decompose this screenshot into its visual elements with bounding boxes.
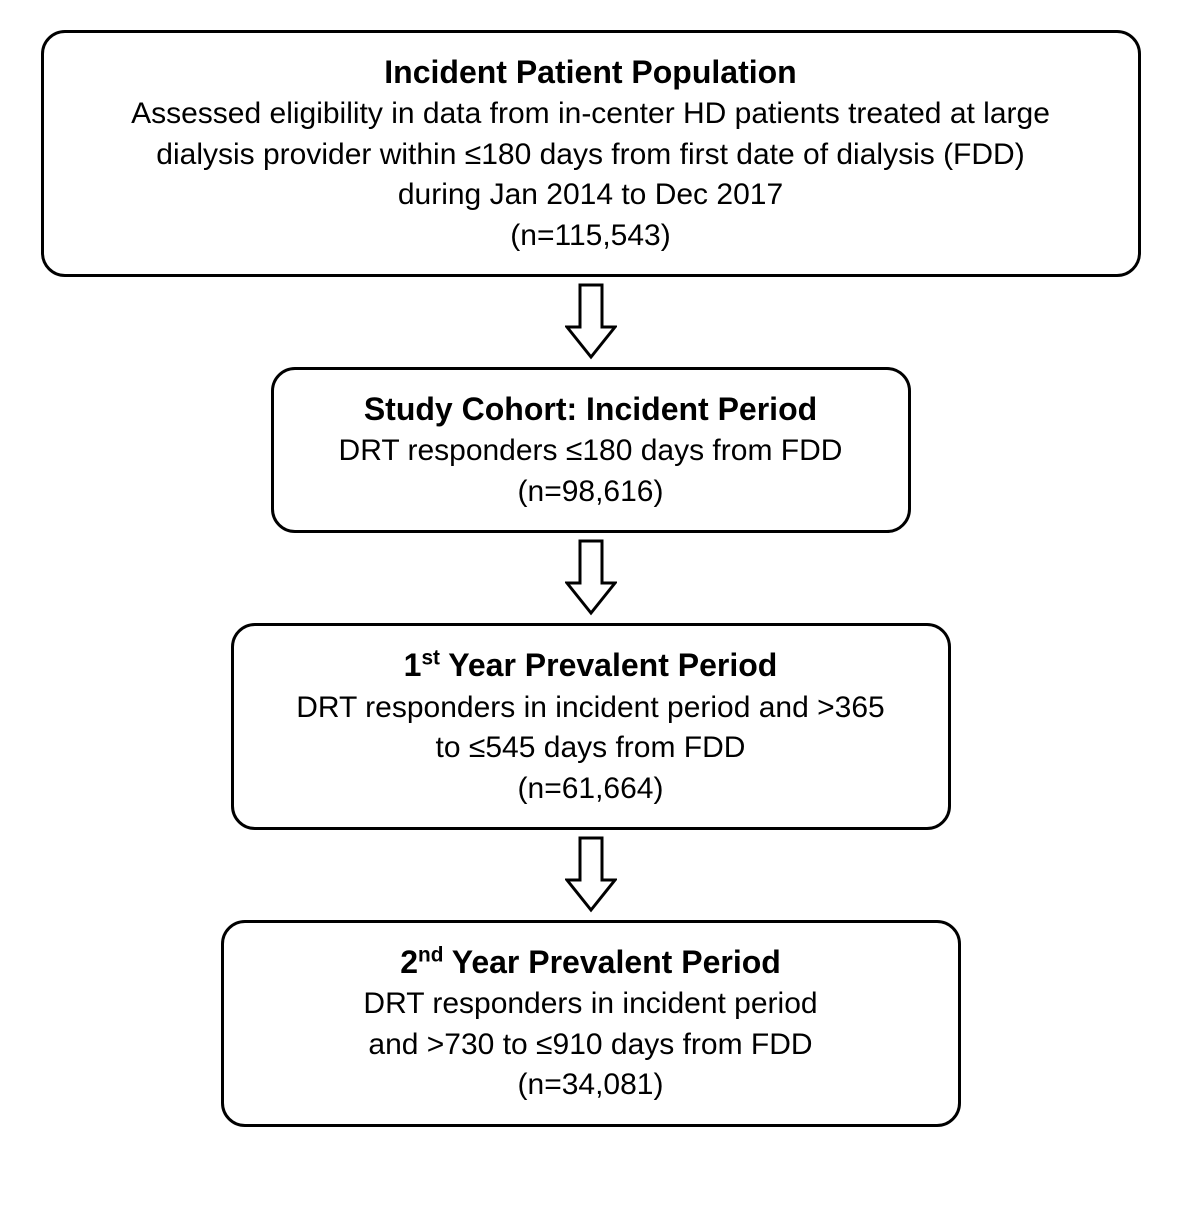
node-year2-prevalent: 2nd Year Prevalent Period DRT responders… <box>221 920 961 1127</box>
node-desc-line: Assessed eligibility in data from in-cen… <box>72 94 1110 135</box>
title-pre: 1 <box>404 647 422 683</box>
node-count: (n=34,081) <box>252 1065 930 1106</box>
node-year1-prevalent: 1st Year Prevalent Period DRT responders… <box>231 623 951 830</box>
node-desc-line: to ≤545 days from FDD <box>262 728 920 769</box>
node-title: 1st Year Prevalent Period <box>262 644 920 687</box>
node-incident-population: Incident Patient Population Assessed eli… <box>41 30 1141 277</box>
node-desc-line: DRT responders ≤180 days from FDD <box>302 431 880 472</box>
arrow-down-icon <box>565 836 617 914</box>
node-title: Study Cohort: Incident Period <box>302 388 880 431</box>
title-sup: st <box>421 647 440 670</box>
title-post: Year Prevalent Period <box>443 944 780 980</box>
node-count: (n=61,664) <box>262 769 920 810</box>
title-sup: nd <box>418 943 443 966</box>
node-study-cohort: Study Cohort: Incident Period DRT respon… <box>271 367 911 533</box>
node-desc-line: and >730 to ≤910 days from FDD <box>252 1025 930 1066</box>
arrow-down-icon <box>565 283 617 361</box>
node-count: (n=115,543) <box>72 216 1110 257</box>
node-desc-line: DRT responders in incident period <box>252 984 930 1025</box>
node-desc-line: dialysis provider within ≤180 days from … <box>72 135 1110 176</box>
flowchart-container: Incident Patient Population Assessed eli… <box>30 30 1151 1127</box>
title-post: Year Prevalent Period <box>440 647 777 683</box>
node-title: 2nd Year Prevalent Period <box>252 941 930 984</box>
node-desc-line: DRT responders in incident period and >3… <box>262 688 920 729</box>
node-title: Incident Patient Population <box>72 51 1110 94</box>
node-desc-line: during Jan 2014 to Dec 2017 <box>72 175 1110 216</box>
node-count: (n=98,616) <box>302 472 880 513</box>
arrow-down-icon <box>565 539 617 617</box>
title-pre: 2 <box>400 944 418 980</box>
